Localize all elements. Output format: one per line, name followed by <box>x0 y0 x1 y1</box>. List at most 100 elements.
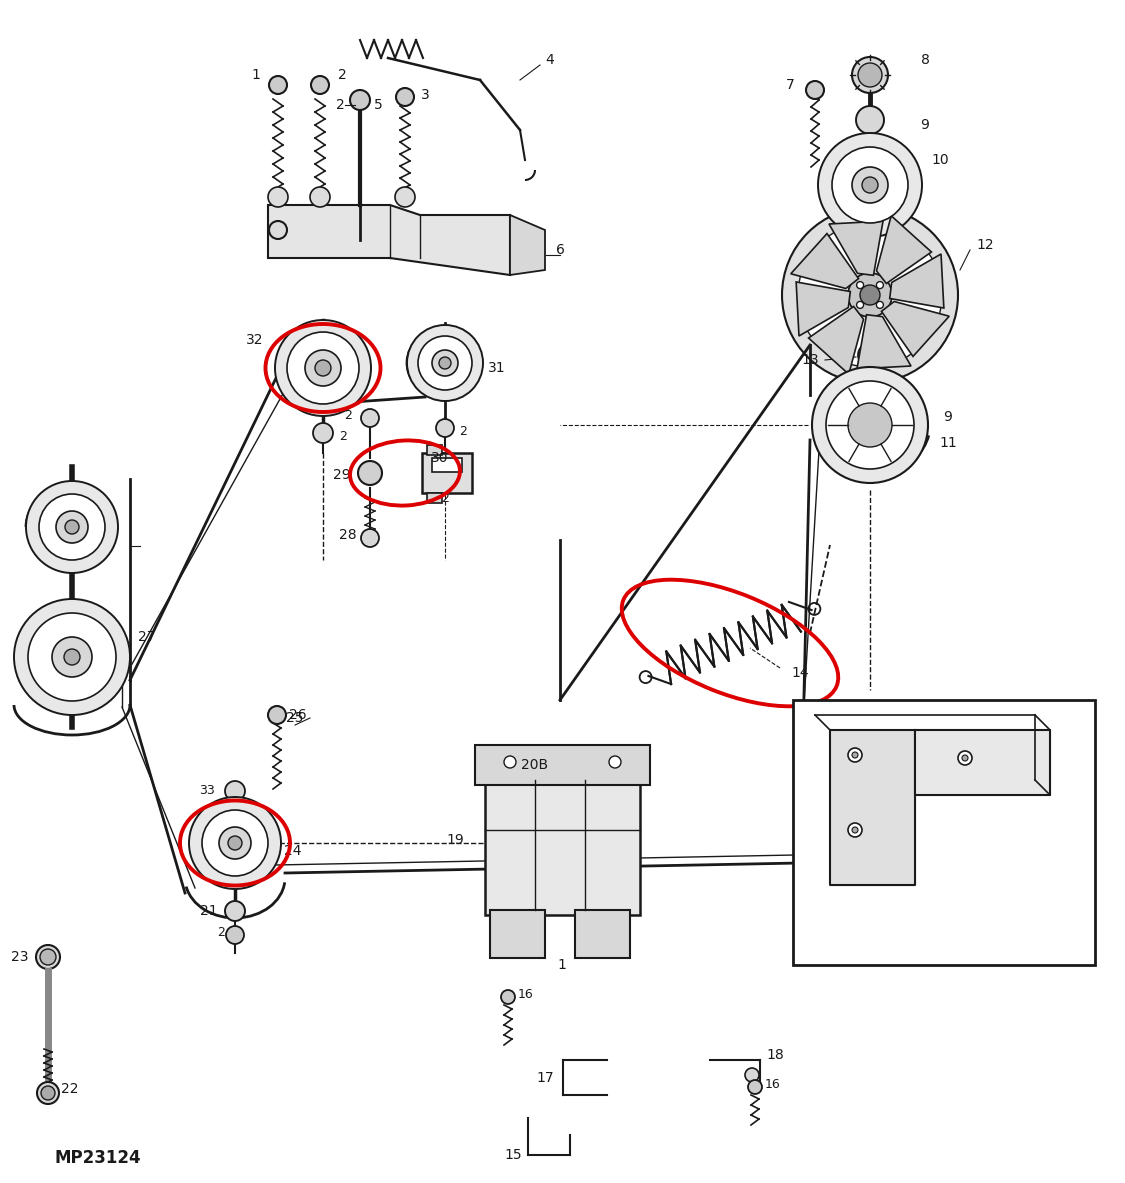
Text: 7: 7 <box>785 78 794 92</box>
Circle shape <box>202 810 268 875</box>
Text: 6: 6 <box>556 243 565 257</box>
Circle shape <box>852 752 858 758</box>
Circle shape <box>269 76 287 93</box>
Circle shape <box>852 827 858 833</box>
Text: 9: 9 <box>920 118 929 132</box>
Circle shape <box>748 1080 762 1094</box>
Circle shape <box>14 599 130 715</box>
Polygon shape <box>915 730 1050 795</box>
Text: 14: 14 <box>791 666 809 680</box>
Text: 11: 11 <box>939 437 957 450</box>
Circle shape <box>856 302 864 309</box>
Text: 10: 10 <box>932 153 948 167</box>
Text: 24: 24 <box>285 843 302 858</box>
Bar <box>432 458 462 472</box>
Bar <box>422 453 472 493</box>
Circle shape <box>52 636 92 677</box>
Text: 20A: 20A <box>810 711 837 725</box>
Text: 30: 30 <box>431 451 449 465</box>
Bar <box>428 493 442 503</box>
Text: 2: 2 <box>459 425 467 438</box>
Text: 2: 2 <box>441 491 449 504</box>
Text: 9: 9 <box>944 411 953 424</box>
Circle shape <box>226 926 244 944</box>
Text: 2: 2 <box>339 429 346 442</box>
Circle shape <box>856 282 864 289</box>
Text: 16: 16 <box>765 1079 781 1092</box>
Circle shape <box>268 706 286 724</box>
Circle shape <box>225 781 245 801</box>
Circle shape <box>310 76 328 93</box>
Text: 4: 4 <box>546 53 555 67</box>
Text: 27: 27 <box>138 631 155 644</box>
Text: 13: 13 <box>801 353 819 367</box>
Circle shape <box>40 949 56 965</box>
Circle shape <box>418 336 472 390</box>
Polygon shape <box>268 205 510 274</box>
Polygon shape <box>876 215 931 284</box>
Text: 23: 23 <box>11 950 29 964</box>
Circle shape <box>609 756 621 768</box>
Circle shape <box>310 187 330 207</box>
Bar <box>428 445 442 455</box>
Circle shape <box>228 836 242 851</box>
Text: 26: 26 <box>289 707 307 722</box>
Circle shape <box>396 88 414 106</box>
Polygon shape <box>857 315 911 369</box>
Text: MP23124: MP23124 <box>55 1149 142 1166</box>
Circle shape <box>269 221 287 239</box>
Circle shape <box>225 901 245 922</box>
Text: 21: 21 <box>200 904 218 918</box>
Circle shape <box>848 823 862 838</box>
Circle shape <box>64 649 80 665</box>
Circle shape <box>268 187 288 207</box>
Text: 18: 18 <box>766 1048 784 1062</box>
Polygon shape <box>890 254 944 308</box>
Circle shape <box>432 350 458 376</box>
Circle shape <box>812 367 928 483</box>
Circle shape <box>65 521 79 534</box>
Text: 8: 8 <box>920 53 929 67</box>
Circle shape <box>407 325 483 401</box>
Polygon shape <box>791 233 858 289</box>
Text: 25: 25 <box>286 711 304 725</box>
Circle shape <box>313 424 333 442</box>
Text: 2: 2 <box>217 926 225 939</box>
Circle shape <box>858 343 882 367</box>
Polygon shape <box>796 282 850 336</box>
Circle shape <box>856 106 884 134</box>
Bar <box>793 700 1095 965</box>
Circle shape <box>305 350 341 386</box>
Text: 12: 12 <box>976 238 993 252</box>
Circle shape <box>862 177 878 193</box>
Circle shape <box>315 360 331 376</box>
Circle shape <box>56 511 88 543</box>
Circle shape <box>806 80 824 99</box>
Circle shape <box>26 481 118 573</box>
Circle shape <box>361 409 379 427</box>
Text: 15: 15 <box>504 1148 522 1162</box>
Circle shape <box>350 90 370 110</box>
Circle shape <box>39 494 105 560</box>
Circle shape <box>219 827 251 859</box>
Text: 1: 1 <box>252 67 261 82</box>
Text: 2: 2 <box>335 98 344 112</box>
Text: 32: 32 <box>246 332 263 347</box>
Circle shape <box>287 332 359 405</box>
Text: 3: 3 <box>421 88 430 102</box>
Text: 16: 16 <box>519 989 534 1002</box>
Circle shape <box>361 529 379 547</box>
Circle shape <box>395 187 415 207</box>
Circle shape <box>745 1068 759 1082</box>
Circle shape <box>439 357 451 369</box>
Circle shape <box>958 751 972 765</box>
Bar <box>485 780 640 914</box>
Circle shape <box>189 797 281 888</box>
Text: 29: 29 <box>333 468 351 481</box>
Circle shape <box>37 1082 58 1104</box>
Text: 2: 2 <box>344 408 352 421</box>
Polygon shape <box>829 221 883 276</box>
Text: 5: 5 <box>374 98 382 112</box>
Polygon shape <box>510 215 544 274</box>
Circle shape <box>876 282 883 289</box>
